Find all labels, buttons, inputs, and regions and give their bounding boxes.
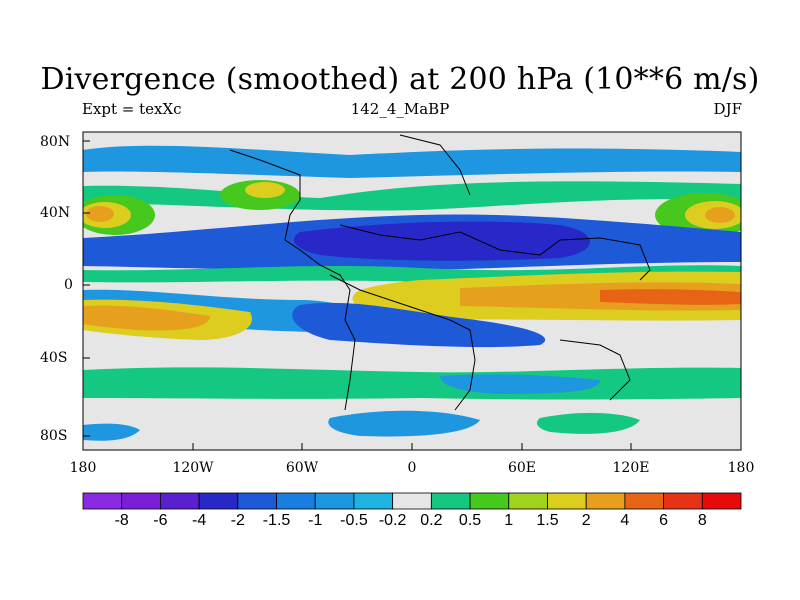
lat-label-0: 0 xyxy=(64,277,73,293)
colorbar-swatch-14 xyxy=(624,492,664,510)
colorbar-label: 6 xyxy=(659,512,669,529)
colorbar-label: 4 xyxy=(620,512,630,529)
colorbar-swatch-10 xyxy=(469,492,510,510)
colorbar-swatch-6 xyxy=(314,492,355,510)
lon-label-180w: 180 xyxy=(69,460,97,476)
experiment-label: Expt = texXc xyxy=(82,100,182,118)
colorbar xyxy=(82,492,742,510)
contour-field xyxy=(83,132,741,450)
axis-ticks xyxy=(82,140,742,450)
colorbar-label: -1 xyxy=(308,512,323,529)
colorbar-swatch-1 xyxy=(121,492,161,510)
colorbar-swatch-4 xyxy=(237,492,277,510)
colorbar-swatch-11 xyxy=(508,492,548,510)
colorbar-label: -2 xyxy=(230,512,245,529)
colorbar-swatch-16 xyxy=(701,492,742,510)
lon-label-60w: 60W xyxy=(285,460,319,476)
colorbar-label: 2 xyxy=(581,512,591,529)
season-label: DJF xyxy=(713,100,742,118)
lon-label-0: 0 xyxy=(407,460,417,476)
colorbar-label: -0.5 xyxy=(340,512,368,529)
colorbar-label: 8 xyxy=(697,512,707,529)
colorbar-label: -8 xyxy=(114,512,129,529)
colorbar-swatch-3 xyxy=(198,492,239,510)
lon-label-120w: 120W xyxy=(172,460,214,476)
colorbar-swatch-15 xyxy=(663,492,703,510)
colorbar-label: 1.5 xyxy=(536,512,559,529)
colorbar-label: -6 xyxy=(153,512,168,529)
colorbar-swatch-7 xyxy=(353,492,394,510)
plot-title: Divergence (smoothed) at 200 hPa (10**6 … xyxy=(40,62,760,97)
colorbar-swatch-5 xyxy=(276,492,316,510)
colorbar-label: 0.5 xyxy=(458,512,482,529)
period-label: 142_4_MaBP xyxy=(350,100,450,118)
colorbar-label: -0.2 xyxy=(378,512,407,529)
lat-label-40s: 40S xyxy=(40,350,68,366)
coastlines xyxy=(229,134,651,411)
colorbar-swatch-12 xyxy=(547,492,587,510)
colorbar-label: 1 xyxy=(504,512,514,529)
lat-label-80n: 80N xyxy=(40,134,71,150)
colorbar-swatch-9 xyxy=(430,492,471,510)
colorbar-swatch-0 xyxy=(82,492,123,510)
colorbar-swatch-8 xyxy=(392,492,432,510)
colorbar-swatch-2 xyxy=(160,492,200,510)
colorbar-label: 0.2 xyxy=(420,512,443,529)
colorbar-swatch-13 xyxy=(585,492,626,510)
lat-label-40n: 40N xyxy=(40,205,71,221)
colorbar-label: -4 xyxy=(191,512,207,529)
lat-label-80s: 80S xyxy=(40,428,68,444)
colorbar-label: -1.5 xyxy=(262,512,291,529)
lon-label-120e: 120E xyxy=(612,460,650,476)
lon-label-180e: 180 xyxy=(727,460,755,476)
lon-label-60e: 60E xyxy=(507,460,537,476)
